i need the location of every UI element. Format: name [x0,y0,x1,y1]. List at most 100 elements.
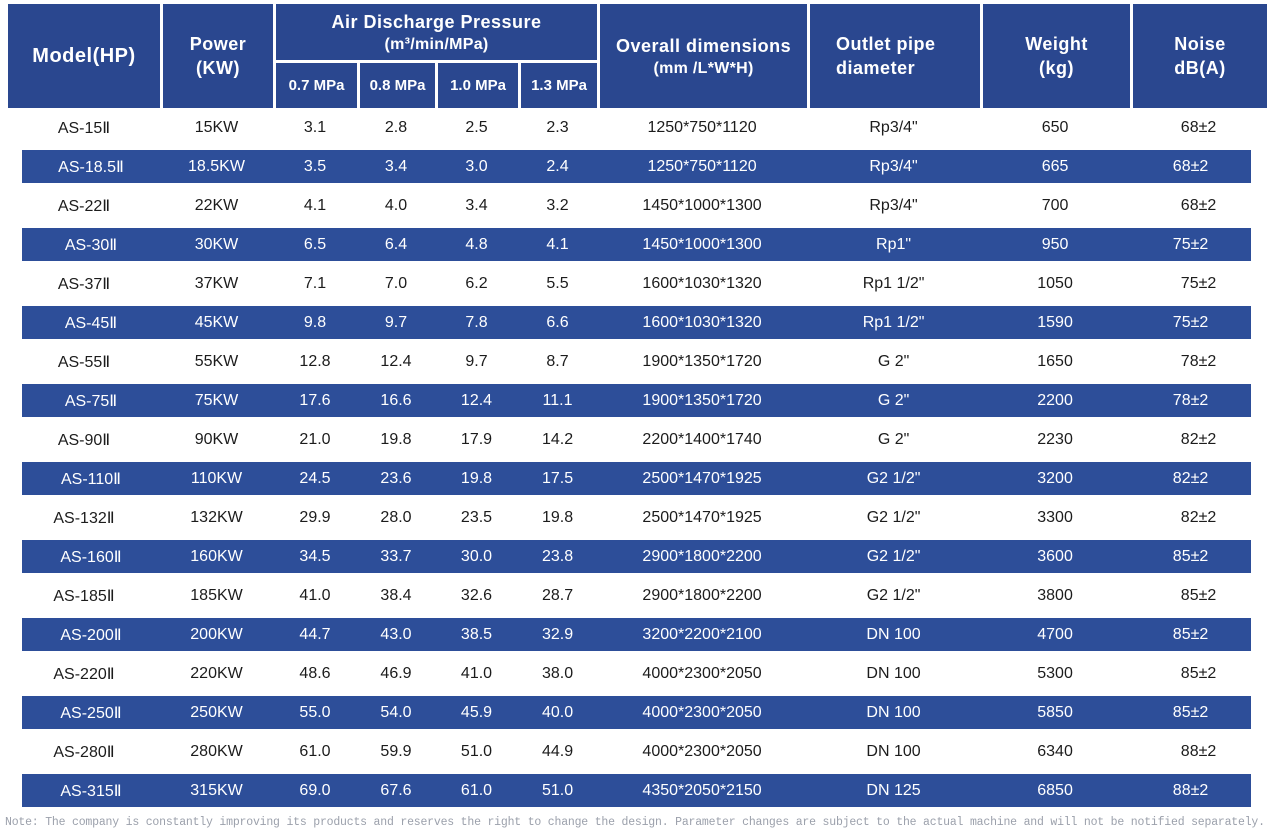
cell-pressure-1.3mpa: 23.8 [518,537,598,576]
cell-power: 110KW [160,459,273,498]
cell-pressure-0.7mpa: 3.1 [273,108,357,147]
header-pressure-unit: (m³/min/MPa) [384,35,489,53]
cell-pressure-1.0mpa: 4.8 [435,225,518,264]
cell-weight: 700 [980,186,1131,225]
cell-model: AS-200Ⅱ [8,615,160,654]
cell-power: 250KW [160,693,273,732]
cell-pressure-1.3mpa: 6.6 [518,303,598,342]
header-dimensions-line1: Overall dimensions [616,35,792,56]
cell-pressure-0.7mpa: 34.5 [273,537,357,576]
cell-noise: 78±2 [1130,342,1268,381]
cell-noise: 88±2 [1130,771,1268,810]
table-row: AS-55Ⅱ 55KW 12.8 12.4 9.7 8.7 1900*1350*1720 G … [8,342,1268,381]
cell-weight: 4700 [980,615,1131,654]
cell-noise: 85±2 [1130,693,1268,732]
cell-dimensions: 1450*1000*1300 [597,225,808,264]
cell-noise: 68±2 [1130,108,1268,147]
cell-outlet-pipe: Rp3/4" [807,186,981,225]
cell-model: AS-37Ⅱ [8,264,160,303]
table-row: AS-45Ⅱ 45KW 9.8 9.7 7.8 6.6 1600*1030*1320 Rp1 … [8,303,1268,342]
cell-pressure-0.7mpa: 21.0 [273,420,357,459]
table-row: AS-132Ⅱ 132KW 29.9 28.0 23.5 19.8 2500*1470*19… [8,498,1268,537]
cell-pressure-1.3mpa: 17.5 [518,459,598,498]
cell-pressure-0.8mpa: 28.0 [357,498,435,537]
table-row: AS-15Ⅱ 15KW 3.1 2.8 2.5 2.3 1250*750*1120 Rp3/4… [8,108,1268,147]
cell-model: AS-280Ⅱ [8,732,160,771]
cell-pressure-0.8mpa: 67.6 [357,771,435,810]
cell-pressure-1.3mpa: 44.9 [518,732,598,771]
cell-dimensions: 2900*1800*2200 [597,537,808,576]
cell-outlet-pipe: Rp3/4" [807,147,981,186]
cell-noise: 85±2 [1130,537,1268,576]
cell-dimensions: 2500*1470*1925 [597,459,808,498]
cell-pressure-0.8mpa: 46.9 [357,654,435,693]
cell-dimensions: 1900*1350*1720 [597,381,808,420]
cell-power: 55KW [160,342,273,381]
cell-power: 75KW [160,381,273,420]
cell-pressure-1.0mpa: 2.5 [435,108,518,147]
cell-pressure-1.0mpa: 30.0 [435,537,518,576]
cell-pressure-0.8mpa: 16.6 [357,381,435,420]
cell-outlet-pipe: DN 125 [807,771,981,810]
cell-weight: 6340 [980,732,1131,771]
cell-model: AS-22Ⅱ [8,186,160,225]
cell-model: AS-75Ⅱ [8,381,160,420]
cell-pressure-0.7mpa: 48.6 [273,654,357,693]
cell-pressure-1.3mpa: 14.2 [518,420,598,459]
table-row: AS-110Ⅱ 110KW 24.5 23.6 19.8 17.5 2500*1470*19… [8,459,1268,498]
cell-pressure-0.8mpa: 19.8 [357,420,435,459]
cell-outlet-pipe: G2 1/2" [807,459,981,498]
header-power-line1: Power [189,34,247,54]
cell-dimensions: 4000*2300*2050 [597,693,808,732]
cell-pressure-1.0mpa: 32.6 [435,576,518,615]
cell-pressure-0.8mpa: 54.0 [357,693,435,732]
table-body: AS-15Ⅱ 15KW 3.1 2.8 2.5 2.3 1250*750*1120 Rp3/4… [8,108,1268,810]
cell-weight: 665 [980,147,1131,186]
header-outlet-pipe: Outlet pipe diameter [807,4,981,108]
header-noise-line2: dB(A) [1174,58,1226,78]
cell-model: AS-132Ⅱ [8,498,160,537]
cell-noise: 82±2 [1130,498,1268,537]
cell-pressure-0.7mpa: 55.0 [273,693,357,732]
cell-model: AS-160Ⅱ [8,537,160,576]
cell-weight: 1590 [980,303,1131,342]
cell-pressure-1.3mpa: 8.7 [518,342,598,381]
table-row: AS-250Ⅱ 250KW 55.0 54.0 45.9 40.0 4000*2300*20… [8,693,1268,732]
cell-power: 132KW [160,498,273,537]
table-header: Model(HP) Power (KW) Air Discharge Press… [8,4,1268,108]
cell-outlet-pipe: Rp1 1/2" [807,303,981,342]
cell-pressure-1.3mpa: 11.1 [518,381,598,420]
cell-outlet-pipe: Rp3/4" [807,108,981,147]
header-pressure-0.8mpa: 0.8 MPa [357,60,435,108]
cell-power: 280KW [160,732,273,771]
cell-pressure-0.8mpa: 33.7 [357,537,435,576]
cell-outlet-pipe: G 2" [807,342,981,381]
cell-weight: 2200 [980,381,1131,420]
footer-note: Note: The company is constantly improvin… [5,816,1265,829]
cell-pressure-1.0mpa: 6.2 [435,264,518,303]
cell-pressure-0.7mpa: 44.7 [273,615,357,654]
cell-weight: 3600 [980,537,1131,576]
cell-weight: 2230 [980,420,1131,459]
cell-pressure-1.0mpa: 61.0 [435,771,518,810]
cell-model: AS-55Ⅱ [8,342,160,381]
cell-pressure-1.0mpa: 3.4 [435,186,518,225]
cell-model: AS-18.5Ⅱ [8,147,160,186]
cell-dimensions: 1250*750*1120 [597,108,808,147]
cell-pressure-1.0mpa: 9.7 [435,342,518,381]
cell-pressure-1.0mpa: 38.5 [435,615,518,654]
table-row: AS-75Ⅱ 75KW 17.6 16.6 12.4 11.1 1900*1350*1720… [8,381,1268,420]
header-pressure-0.7mpa: 0.7 MPa [273,60,357,108]
cell-power: 37KW [160,264,273,303]
cell-model: AS-90Ⅱ [8,420,160,459]
cell-dimensions: 4350*2050*2150 [597,771,808,810]
cell-pressure-0.8mpa: 59.9 [357,732,435,771]
cell-power: 160KW [160,537,273,576]
cell-pressure-1.0mpa: 12.4 [435,381,518,420]
cell-pressure-1.3mpa: 38.0 [518,654,598,693]
header-pressure-1.3mpa: 1.3 MPa [518,60,598,108]
cell-pressure-0.8mpa: 23.6 [357,459,435,498]
cell-noise: 68±2 [1130,186,1268,225]
cell-weight: 6850 [980,771,1131,810]
cell-model: AS-315Ⅱ [8,771,160,810]
